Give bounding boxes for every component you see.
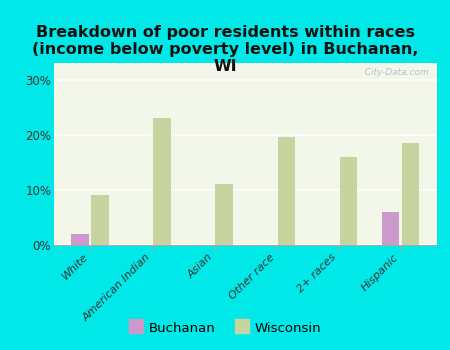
Legend: Buchanan, Wisconsin: Buchanan, Wisconsin bbox=[123, 316, 327, 340]
Text: Breakdown of poor residents within races
(income below poverty level) in Buchana: Breakdown of poor residents within races… bbox=[32, 25, 418, 74]
Bar bbox=[216, 184, 233, 245]
Bar bbox=[72, 234, 89, 245]
Bar bbox=[278, 138, 295, 245]
Bar bbox=[91, 195, 108, 245]
Bar bbox=[382, 212, 399, 245]
Text: City-Data.com: City-Data.com bbox=[359, 69, 429, 77]
Bar bbox=[402, 143, 419, 245]
Bar bbox=[340, 157, 357, 245]
Bar bbox=[153, 118, 171, 245]
